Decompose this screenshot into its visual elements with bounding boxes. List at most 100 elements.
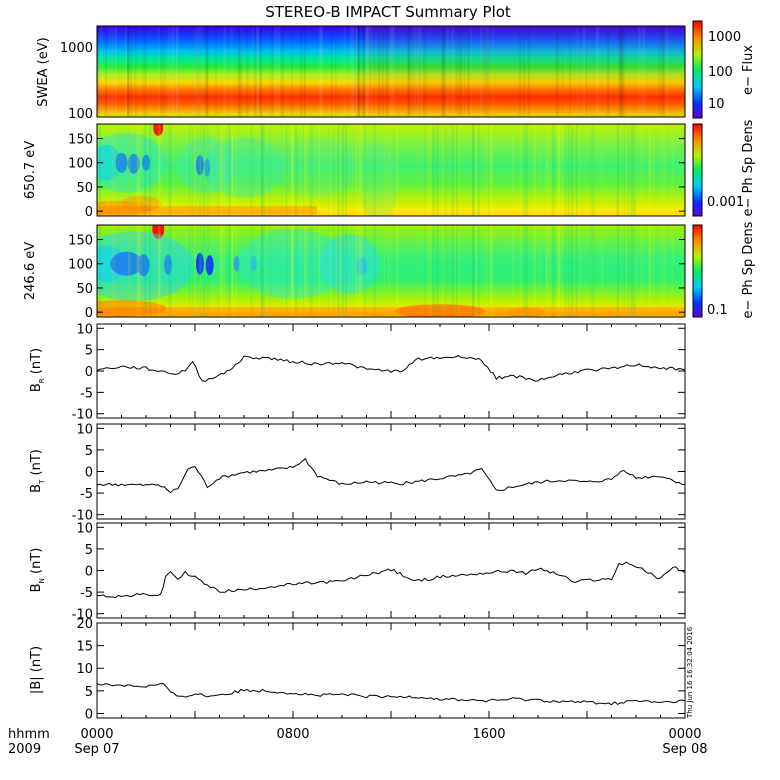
pad-streak (633, 124, 636, 216)
pad-feature (205, 255, 214, 276)
pad-streak (627, 124, 630, 216)
pad-246-cbar-label: e− Ph Sp Dens (741, 221, 756, 318)
pad-streak (168, 225, 172, 317)
pad-streak (364, 124, 366, 216)
spectrogram-streak (447, 26, 449, 117)
pad-streak (199, 225, 202, 317)
spectrogram-streak (387, 26, 389, 117)
pad-streak (157, 225, 161, 317)
spectrogram-streak (145, 26, 147, 117)
spectrogram-streak (200, 26, 202, 117)
pad-streak (616, 225, 619, 317)
pad-streak (337, 225, 340, 317)
pad-streak (561, 124, 564, 216)
spectrogram-texture (97, 26, 685, 117)
pad-streak (304, 225, 306, 317)
pad-streak (136, 225, 140, 317)
spectrogram-streak (237, 26, 241, 117)
pad-streak (327, 225, 330, 317)
spectrogram-streak (99, 26, 104, 117)
spectrogram-streak (638, 26, 641, 117)
pad-streak (423, 225, 426, 317)
ytick-label: 5 (85, 543, 93, 558)
pad-streak (144, 124, 147, 216)
pad-streak (640, 124, 643, 216)
pad-streak (383, 124, 386, 216)
pad-streak (354, 124, 358, 216)
pad-streak (228, 225, 231, 317)
spectrogram-streak (126, 26, 130, 117)
pad-streak (358, 124, 361, 216)
spectrogram-streak (291, 26, 293, 117)
spectrogram-streak (276, 26, 281, 117)
ytick-label: 50 (76, 181, 93, 196)
pad-streak (203, 225, 206, 317)
pad-streak (455, 124, 459, 216)
pad-streak (290, 124, 294, 216)
pad-streak (334, 225, 337, 317)
pad-feature (97, 231, 194, 302)
pad-streak (286, 124, 288, 216)
spectrogram-streak (355, 26, 359, 117)
pad-streak (281, 225, 283, 317)
spectrogram-streak (246, 26, 249, 117)
pad-streak (219, 124, 223, 216)
pad-streak (158, 225, 161, 317)
pad-streak (195, 225, 198, 317)
pad-streak (533, 124, 536, 216)
xtick-label: 0000 (668, 727, 701, 742)
pad-streak (357, 225, 360, 317)
pad-streak (260, 124, 263, 216)
ytick-label: 0 (85, 365, 93, 380)
pad-streak (557, 124, 561, 216)
pad-streak (451, 124, 455, 216)
spectrogram-streak (366, 26, 371, 117)
pad-650-features (97, 124, 674, 216)
pad-streak (580, 225, 583, 317)
spectrogram-streak (658, 26, 661, 117)
pad-feature (195, 252, 204, 275)
pad-streak (567, 124, 570, 216)
spectrogram-streak (585, 26, 587, 117)
pad-streak (222, 225, 226, 317)
pad-streak (442, 124, 446, 216)
pad-streak (195, 124, 198, 216)
spectrogram-streak (355, 26, 358, 117)
xtick-label: 0800 (276, 727, 309, 742)
spectrogram-streak (259, 26, 263, 117)
spectrogram-streak (418, 26, 421, 117)
pad-streak (345, 124, 347, 216)
spectrogram-streak (195, 26, 197, 117)
pad-streak (286, 225, 288, 317)
pad-streak (647, 124, 651, 216)
pad-feature (177, 137, 238, 194)
pad-streak (487, 124, 489, 216)
pad-streak (663, 225, 666, 317)
swea-cbar-tick-1000: 1000 (708, 30, 741, 45)
pad-streak (533, 225, 536, 317)
pad-streak (191, 225, 194, 317)
pad-feature (395, 304, 485, 317)
pad-streak (231, 124, 233, 216)
ytick-label: 0 (85, 707, 93, 722)
end-date: Sep 08 (662, 742, 707, 757)
spectrogram-streak (320, 26, 322, 117)
pad-streak (616, 124, 620, 216)
pad-streak (429, 225, 431, 317)
pad-streak (472, 124, 474, 216)
ytick-label: 5 (85, 685, 93, 700)
pad-246-spectrogram (97, 225, 685, 317)
pad-streak (193, 124, 196, 216)
bt-ylabel: BT (nT) (29, 449, 46, 493)
series-line (96, 354, 686, 382)
spectrogram-streak (461, 26, 463, 117)
pad-streak (230, 225, 234, 317)
pad-streak (519, 124, 522, 216)
ytick-label: 0 (85, 565, 93, 580)
footer-year: 2009 (8, 742, 41, 757)
spectrogram-streak (618, 26, 623, 117)
spectrogram-streak (196, 26, 198, 117)
pad-650-cbar-label: e− Ph Sp Dens (741, 119, 756, 216)
swea-cbar-label: e− Flux (741, 45, 756, 95)
spectrogram-streak (280, 26, 285, 117)
